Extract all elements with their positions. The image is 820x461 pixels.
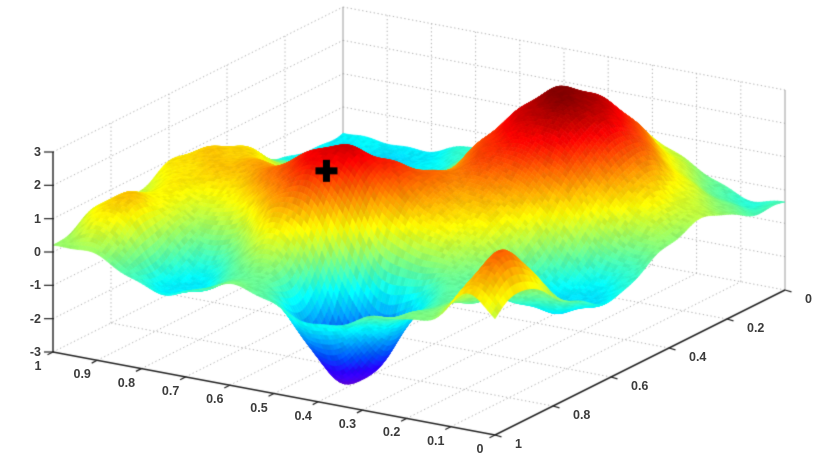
y-axis-tick-label: 0.4 (689, 350, 707, 364)
y-axis-tick-label: 0 (805, 292, 812, 306)
y-axis-tick-label: 0.2 (747, 321, 765, 335)
z-axis-tick-label: -1 (29, 278, 41, 293)
z-axis-tick-label: -3 (29, 345, 41, 359)
x-axis-tick-label: 1 (34, 359, 42, 373)
z-axis-tick-label: 1 (34, 211, 41, 226)
z-axis-tick-label: 3 (34, 145, 41, 159)
z-axis-tick-label: 2 (34, 178, 41, 193)
x-axis-tick-label: 0.7 (161, 383, 180, 398)
y-axis-tick-label: 0.6 (631, 379, 649, 393)
x-axis-tick-label: 0.5 (250, 400, 268, 415)
x-axis-tick-label: 0.9 (73, 367, 91, 382)
y-axis-tick-label: 0.8 (573, 408, 591, 422)
x-axis-tick-label: 0.2 (382, 425, 401, 440)
x-axis-tick-label: 0.3 (338, 417, 357, 432)
z-axis-tick-label: 0 (34, 245, 41, 259)
x-axis-tick-label: 0.6 (206, 392, 224, 407)
x-axis-tick-label: 0.1 (427, 433, 445, 448)
x-axis-tick-label: 0.4 (294, 408, 312, 423)
z-axis-tick-label: -2 (29, 311, 41, 326)
x-axis-tick-label: 0.8 (117, 375, 136, 390)
x-axis-tick-label: 0 (476, 442, 484, 456)
y-axis-tick-label: 1 (515, 437, 522, 451)
